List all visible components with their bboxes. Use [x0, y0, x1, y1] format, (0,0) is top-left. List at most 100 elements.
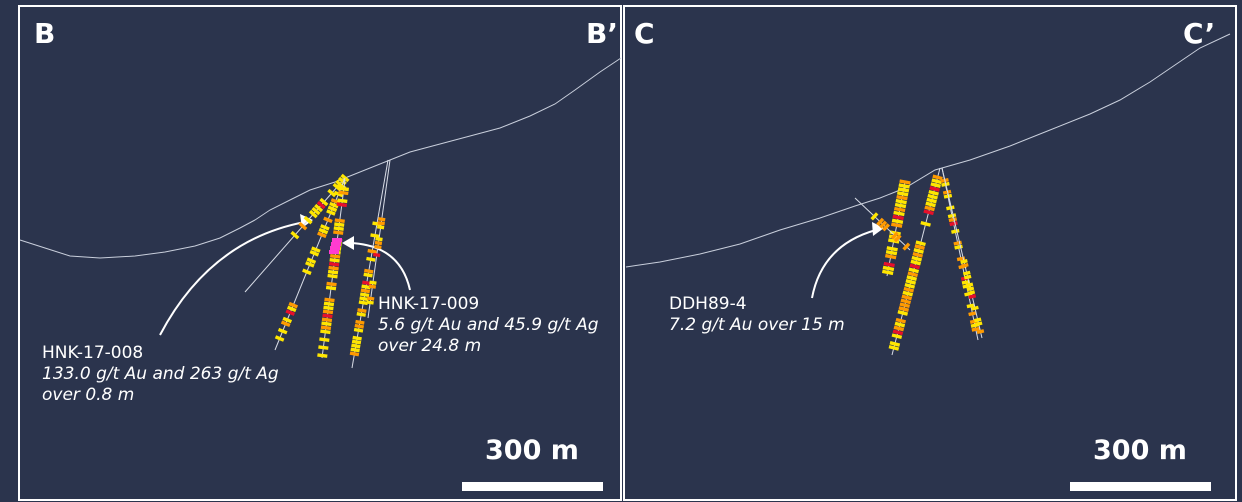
assay-interval — [327, 273, 338, 279]
assay-interval — [327, 269, 339, 275]
assay-interval — [976, 329, 985, 335]
assay-interval — [374, 240, 383, 246]
assay-interval — [326, 209, 336, 216]
assay-interval — [374, 244, 382, 250]
assay-interval — [915, 240, 926, 247]
assay-interval — [896, 191, 909, 197]
assay-interval — [298, 221, 308, 231]
assay-interval — [907, 271, 919, 278]
assay-interval — [882, 265, 895, 272]
assay-interval — [306, 257, 317, 264]
assay-interval — [903, 286, 915, 293]
assay-interval — [288, 301, 299, 309]
assay-interval — [948, 217, 958, 223]
assay-interval — [327, 188, 337, 198]
assay-interval — [317, 231, 327, 239]
annotation-hole-id: DDH89-4 — [669, 294, 747, 314]
assay-interval — [886, 246, 898, 252]
drill-holes-layer — [244, 159, 985, 369]
assay-interval — [280, 320, 291, 327]
assay-interval — [913, 248, 924, 254]
assay-interval — [899, 179, 911, 185]
annotation-ddh89-4: DDH89-4 7.2 g/t Au over 15 m — [669, 294, 845, 336]
assay-interval — [891, 333, 903, 340]
assay-interval — [898, 306, 910, 312]
assay-interval — [285, 309, 296, 316]
assay-interval — [891, 218, 904, 224]
assay-interval — [893, 206, 906, 213]
section-label-c-prime: C’ — [1183, 17, 1216, 50]
section-label-c: C — [634, 17, 655, 50]
assay-interval — [932, 174, 943, 181]
assay-interval — [887, 238, 900, 244]
assay-interval — [920, 220, 931, 227]
assay-interval — [882, 223, 891, 232]
assay-interval — [883, 261, 895, 268]
assay-interval — [893, 234, 902, 243]
assay-interval — [962, 270, 971, 276]
assay-interval — [902, 290, 914, 297]
assay-interval — [334, 218, 345, 223]
assay-interval — [894, 321, 906, 328]
assay-interval — [966, 286, 975, 292]
scale-bar-b — [462, 482, 603, 491]
assay-interval — [965, 282, 974, 288]
assay-interval — [879, 220, 888, 229]
assay-interval — [895, 317, 907, 324]
assay-interval — [942, 189, 952, 195]
assay-interval — [324, 297, 335, 303]
assay-interval — [904, 282, 916, 289]
assay-interval — [355, 319, 365, 325]
assay-interval — [303, 215, 313, 225]
assay-interval — [369, 280, 377, 285]
hole-c-4-trace — [941, 167, 983, 339]
assay-interval — [960, 259, 968, 264]
assay-interval — [350, 347, 360, 353]
assay-interval — [377, 221, 385, 226]
annotation-arrow-hnk-17-009 — [349, 242, 411, 291]
annotation-arrow-ddh89-4 — [811, 229, 877, 299]
assay-interval — [359, 292, 370, 298]
assay-interval — [971, 326, 981, 332]
assay-interval — [896, 195, 908, 201]
assay-interval — [966, 303, 976, 309]
high-grade-interval — [331, 242, 341, 246]
annotation-interval: over 24.8 m — [378, 336, 482, 356]
assay-interval — [925, 201, 936, 208]
assay-interval — [895, 198, 907, 205]
assay-interval — [351, 339, 362, 345]
assay-interval — [953, 240, 962, 246]
assay-interval — [924, 205, 935, 212]
assay-interval — [897, 310, 909, 316]
assay-interval — [309, 250, 320, 257]
assay-interval — [317, 353, 328, 358]
assay-interval — [358, 300, 368, 306]
assay-interval — [884, 253, 897, 260]
assay-interval — [893, 325, 905, 332]
assay-interval — [321, 321, 332, 327]
assay-interval — [328, 261, 340, 267]
assay-interval — [277, 327, 288, 335]
assay-interval — [321, 317, 333, 323]
assay-interval — [900, 298, 912, 305]
annotation-hole-id: HNK-17-009 — [378, 294, 480, 314]
assay-interval — [330, 198, 341, 205]
assay-interval — [899, 302, 911, 309]
assay-interval — [890, 231, 899, 240]
section-label-b: B — [34, 17, 56, 50]
assay-interval — [360, 288, 371, 294]
assay-interval — [908, 267, 920, 274]
high-grade-interval — [332, 238, 342, 242]
assay-interval — [366, 256, 376, 262]
assay-interval — [329, 201, 339, 209]
assay-interval — [320, 329, 331, 335]
high-grade-interval — [330, 246, 340, 250]
assay-interval — [892, 329, 904, 336]
panel-b-frame — [18, 5, 622, 501]
annotation-hnk-17-009: HNK-17-009 5.6 g/t Au and 45.9 g/t Ag ov… — [378, 294, 599, 357]
annotation-grade: 5.6 g/t Au and 45.9 g/t Ag — [378, 315, 599, 335]
assay-interval — [928, 189, 939, 196]
assay-interval — [949, 221, 958, 227]
